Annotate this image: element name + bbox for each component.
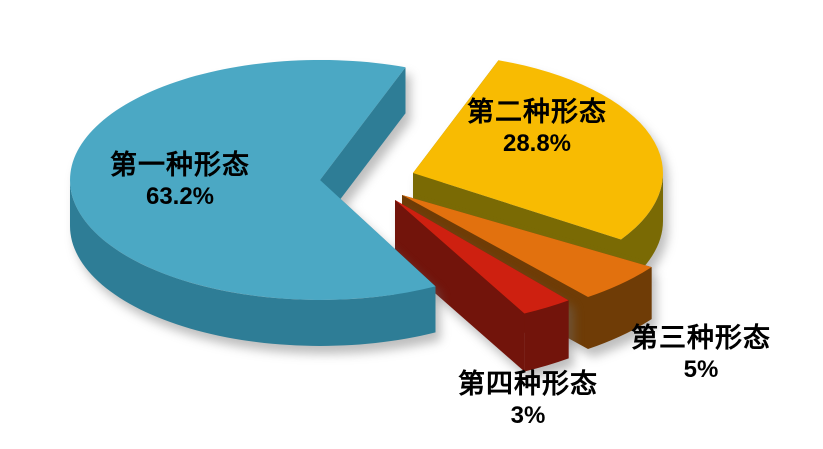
slice-label-2-name: 第二种形态 bbox=[467, 97, 607, 127]
pie-slice-3-top bbox=[402, 195, 652, 297]
slice-label-2-value: 28.8% bbox=[502, 130, 572, 157]
slice-label-3-value: 5% bbox=[683, 356, 719, 383]
pie-slice-1 bbox=[70, 59, 436, 346]
pie-slice-4-top bbox=[395, 200, 569, 314]
pie-slice-4-edge-wall bbox=[395, 200, 525, 372]
slice-label-2: 第二种形态 28.8% bbox=[467, 97, 607, 158]
pie-slice-1-edge-wall bbox=[320, 67, 406, 226]
slice-label-1-name: 第一种形态 bbox=[110, 150, 250, 180]
slice-label-1: 第一种形态 63.2% bbox=[110, 150, 250, 211]
slice-label-4-name: 第四种形态 bbox=[458, 369, 598, 399]
slice-label-3-name: 第三种形态 bbox=[631, 323, 771, 353]
pie-slice-2-top bbox=[413, 60, 663, 240]
slice-label-1-value: 63.2% bbox=[145, 183, 215, 210]
slice-label-3: 第三种形态 5% bbox=[631, 323, 771, 384]
pie-slice-3-rim-wall bbox=[588, 267, 652, 349]
pie-slice-4 bbox=[395, 200, 569, 372]
pie-slice-1-rim-wall bbox=[70, 180, 436, 346]
pie-slice-2-rim-wall bbox=[621, 173, 663, 288]
pie-slice-4-rim-wall bbox=[524, 300, 569, 372]
slice-label-4-value: 3% bbox=[510, 402, 546, 429]
slice-label-4: 第四种形态 3% bbox=[458, 369, 598, 430]
pie-slice-1-top bbox=[70, 59, 436, 300]
